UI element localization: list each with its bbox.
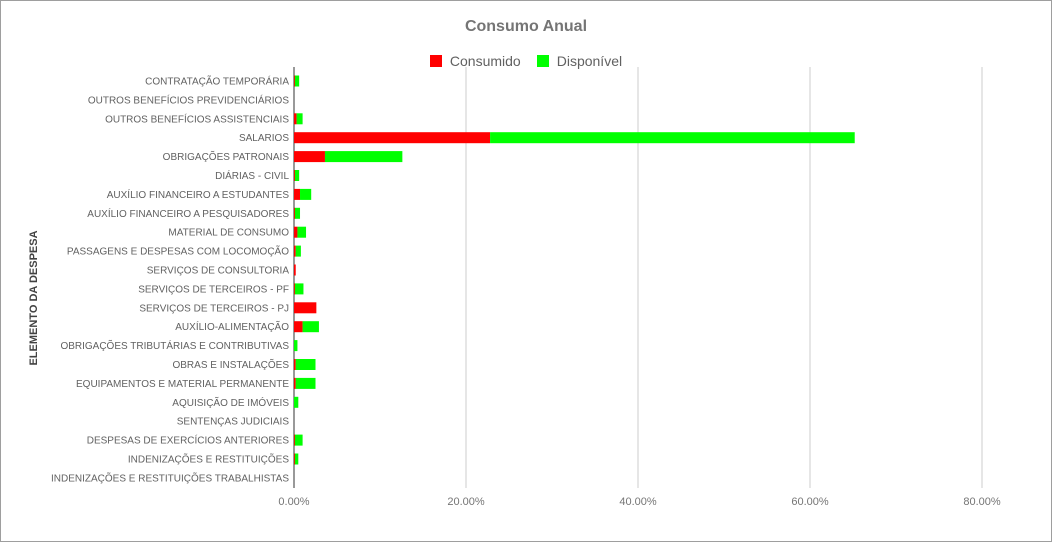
bar-consumido[interactable]: [294, 113, 297, 125]
x-tick-labels: 0.00% 20.00% 40.00% 60.00% 80.00%: [278, 496, 1000, 508]
category-label: SALARIOS: [239, 133, 289, 144]
bar-disponivel[interactable]: [302, 321, 319, 333]
bar-disponivel[interactable]: [295, 245, 301, 257]
bars: [294, 75, 855, 465]
y-axis-title: ELEMENTO DA DESPESA: [28, 230, 40, 365]
bar-disponivel[interactable]: [294, 170, 300, 181]
bar-consumido[interactable]: [294, 264, 296, 276]
bar-disponivel[interactable]: [295, 377, 316, 389]
category-label: OBRIGAÇÕES TRIBUTÁRIAS E CONTRIBUTIVAS: [60, 339, 289, 352]
bar-disponivel[interactable]: [294, 207, 301, 219]
category-label: DIÁRIAS - CIVIL: [215, 169, 289, 182]
bar-disponivel[interactable]: [294, 340, 298, 352]
legend-item-consumido[interactable]: Consumido: [429, 53, 521, 69]
bar-disponivel[interactable]: [297, 226, 307, 238]
category-label: PASSAGENS E DESPESAS COM LOCOMOÇÃO: [67, 245, 289, 258]
legend-item-disponivel[interactable]: Disponível: [536, 53, 623, 69]
bar-consumido[interactable]: [294, 170, 295, 181]
category-label: MATERIAL DE CONSUMO: [168, 228, 289, 239]
category-label: AUXÍLIO FINANCEIRO A ESTUDANTES: [107, 188, 290, 201]
x-tick-label: 0.00%: [278, 496, 309, 508]
category-label: OUTROS BENEFÍCIOS ASSISTENCIAIS: [105, 112, 289, 125]
bar-consumido[interactable]: [294, 283, 295, 295]
bar-disponivel[interactable]: [295, 359, 316, 370]
bar-consumido[interactable]: [294, 321, 303, 333]
category-label: EQUIPAMENTOS E MATERIAL PERMANENTE: [76, 379, 289, 390]
bar-disponivel[interactable]: [300, 188, 312, 200]
legend-swatch-disponivel: [536, 55, 549, 67]
x-tick-label: 40.00%: [619, 496, 657, 508]
bar-consumido[interactable]: [294, 188, 301, 200]
bar-consumido[interactable]: [294, 359, 296, 370]
bar-consumido[interactable]: [294, 245, 296, 257]
category-label: OBRIGAÇÕES PATRONAIS: [163, 150, 290, 163]
bar-disponivel[interactable]: [294, 283, 304, 295]
bar-consumido[interactable]: [294, 377, 296, 389]
bar-disponivel[interactable]: [294, 75, 300, 87]
legend-label-disponivel: Disponível: [556, 53, 623, 69]
bar-disponivel[interactable]: [294, 453, 299, 465]
legend-swatch-consumido: [429, 55, 442, 67]
x-tick-label: 80.00%: [963, 496, 1001, 508]
bar-consumido[interactable]: [294, 132, 491, 144]
category-label: INDENIZAÇÕES E RESTITUIÇÕES TRABALHISTAS: [51, 471, 289, 484]
x-tick-label: 20.00%: [447, 496, 485, 508]
chart-legend: Consumido Disponível: [1, 53, 1051, 69]
category-label: AQUISIÇÃO DE IMÓVEIS: [172, 396, 289, 409]
bar-consumido[interactable]: [294, 75, 295, 87]
category-label: AUXÍLIO FINANCEIRO A PESQUISADORES: [87, 207, 289, 220]
chart-title: Consumo Anual: [464, 18, 588, 35]
bar-consumido[interactable]: [294, 302, 317, 314]
bar-consumido[interactable]: [294, 434, 295, 446]
bar-disponivel[interactable]: [324, 151, 403, 163]
category-label: SERVIÇOS DE CONSULTORIA: [147, 266, 290, 277]
bar-consumido[interactable]: [294, 151, 325, 163]
bar-disponivel[interactable]: [294, 434, 303, 446]
category-label: SENTENÇAS JUDICIAIS: [177, 417, 290, 428]
bar-consumido[interactable]: [294, 453, 295, 465]
bar-consumido[interactable]: [294, 207, 295, 219]
category-label: CONTRATAÇÃO TEMPORÁRIA: [145, 75, 289, 88]
category-label: OUTROS BENEFÍCIOS PREVIDENCIÁRIOS: [88, 93, 289, 106]
x-tick-label: 60.00%: [791, 496, 829, 508]
bar-disponivel[interactable]: [490, 132, 855, 144]
gridlines: [293, 67, 983, 488]
bar-disponivel[interactable]: [296, 113, 303, 125]
category-label: AUXÍLIO-ALIMENTAÇÃO: [175, 320, 289, 333]
category-labels: CONTRATAÇÃO TEMPORÁRIA OUTROS BENEFÍCIOS …: [51, 75, 289, 485]
category-label: SERVIÇOS DE TERCEIROS - PF: [138, 284, 289, 295]
category-label: INDENIZAÇÕES E RESTITUIÇÕES: [128, 453, 289, 466]
bar-consumido[interactable]: [294, 226, 298, 238]
category-label: OBRAS E INSTALAÇÕES: [172, 358, 289, 371]
category-label: SERVIÇOS DE TERCEIROS - PJ: [139, 303, 289, 314]
category-label: DESPESAS DE EXERCÍCIOS ANTERIORES: [87, 434, 290, 447]
bar-disponivel[interactable]: [294, 396, 299, 408]
legend-label-consumido: Consumido: [449, 53, 521, 69]
